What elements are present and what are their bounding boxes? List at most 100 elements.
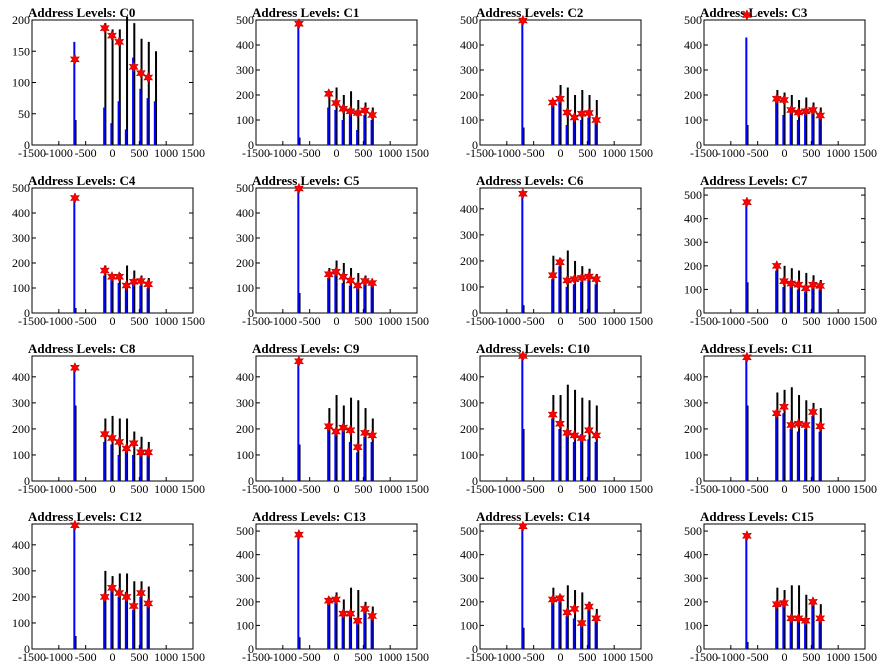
data-marker [121,279,132,292]
y-tick-label: 400 [460,202,478,216]
x-tick-label: 500 [578,314,596,328]
chart-panel: Address Levels: C2 0 100 200 300 400 500 -1500-… [448,0,672,168]
y-tick-label: 300 [460,396,478,410]
bar-series-0 [298,637,301,649]
bar-series-0 [155,51,158,145]
chart-plot: 0 100 200 300 400 -1500-1000 -500 0 500 1000 1500 [12,519,205,664]
y-tick-label: 200 [460,254,478,268]
bar-series-1 [580,120,583,145]
chart-panel: Address Levels: C13 0 100 200 300 400 500 -1500… [224,504,448,672]
bar-series-1 [117,596,120,649]
bar-series-1 [103,599,106,649]
y-tick-label: 400 [236,548,254,562]
data-marker [741,351,752,364]
bar-series-1 [775,270,778,313]
x-tick-label: 1000 [602,314,626,328]
data-marker [106,581,118,594]
data-marker [135,67,146,79]
x-tick-label: 1000 [826,482,850,496]
bar-series-1 [580,281,583,313]
y-tick-label: 0 [472,474,478,488]
bar-series-1 [356,623,359,649]
data-marker [345,274,356,287]
y-tick-label: 300 [684,396,702,410]
bar-series-0 [783,590,786,649]
y-tick-label: 300 [684,571,702,585]
bar-series-0 [298,293,301,313]
bar-series-1 [782,115,785,145]
x-tick-label: 1000 [378,482,402,496]
x-tick-label: -1500 [18,314,46,328]
bar-series-0 [746,405,749,481]
bar-series-0 [812,599,815,649]
x-tick-label: -1500 [690,482,718,496]
data-marker [554,417,566,430]
bar-series-0 [819,408,822,481]
bar-series-0 [783,92,786,145]
bar-series-1 [551,418,554,481]
bar-series-0 [147,278,150,313]
x-tick-label: 0 [558,650,564,664]
bar-series-1 [117,454,120,481]
bar-series-1 [124,288,127,313]
bar-series-0 [783,265,786,313]
bar-series-1 [363,283,366,313]
x-tick-label: 1500 [853,650,877,664]
y-tick-label: 400 [684,548,702,562]
data-marker [338,270,349,283]
chart-plot: 0 100 200 300 400 -1500-1000 -500 0 500 1000 1500 [12,355,205,496]
x-tick-label: -1500 [690,146,718,160]
y-tick-label: 100 [236,281,254,295]
bar-series-1 [297,534,300,649]
x-tick-label: 500 [130,146,148,160]
x-tick-label: -500 [523,146,545,160]
bar-series-1 [103,275,106,313]
data-marker [807,406,818,418]
chart-plot: 0 100 200 300 400 -1500-1000 -500 0 500 1000 1500 [236,355,429,496]
data-marker [338,421,349,434]
data-marker [69,53,80,66]
bar-series-0 [342,263,345,313]
bar-series-1 [796,620,799,649]
y-tick-label: 300 [460,228,478,242]
bar-series-0 [805,400,808,481]
bar-series-1 [297,189,300,313]
y-tick-label: 300 [236,63,254,77]
chart-title: Address Levels: C0 [28,5,136,20]
x-tick-label: -1000 [717,314,745,328]
x-tick-label: -500 [299,314,321,328]
x-tick-label: 500 [802,146,820,160]
x-tick-label: 500 [578,482,596,496]
chart-plot: 0 100 200 300 400 -1500-1000 -500 0 500 1000 1500 [684,351,877,496]
bar-series-0 [371,107,374,145]
bar-series-1 [811,112,814,145]
data-marker [576,432,587,444]
bar-series-1 [804,110,807,145]
chart-title: Address Levels: C1 [252,5,360,20]
chart-title: Address Levels: C2 [476,5,584,20]
bar-series-0 [140,581,143,649]
chart-plot: 0 100 200 300 400 500 -1500-1000 -500 0 500 1000 15… [236,13,429,160]
bar-series-0 [776,263,779,313]
bar-series-0 [111,415,114,481]
data-marker [293,355,304,368]
y-tick-label: 200 [684,88,702,102]
chart-panel: Address Levels: C9 0 100 200 300 400 -1500 -100… [224,336,448,504]
bar-series-0 [364,102,367,145]
bar-series-1 [348,112,351,145]
bar-series-0 [790,95,793,145]
x-tick-label: 1000 [602,482,626,496]
bar-series-0 [335,260,338,313]
data-marker [517,350,528,362]
data-marker [547,96,558,109]
data-marker [345,105,356,118]
bar-series-1 [789,428,792,481]
data-marker [345,607,356,620]
x-tick-label: 1000 [378,146,402,160]
bar-series-0 [74,635,77,649]
x-tick-label: 1000 [154,650,178,664]
x-tick-label: -1000 [269,482,297,496]
bar-series-0 [746,641,749,649]
bar-series-0 [559,395,562,481]
chart-title: Address Levels: C5 [252,173,360,188]
